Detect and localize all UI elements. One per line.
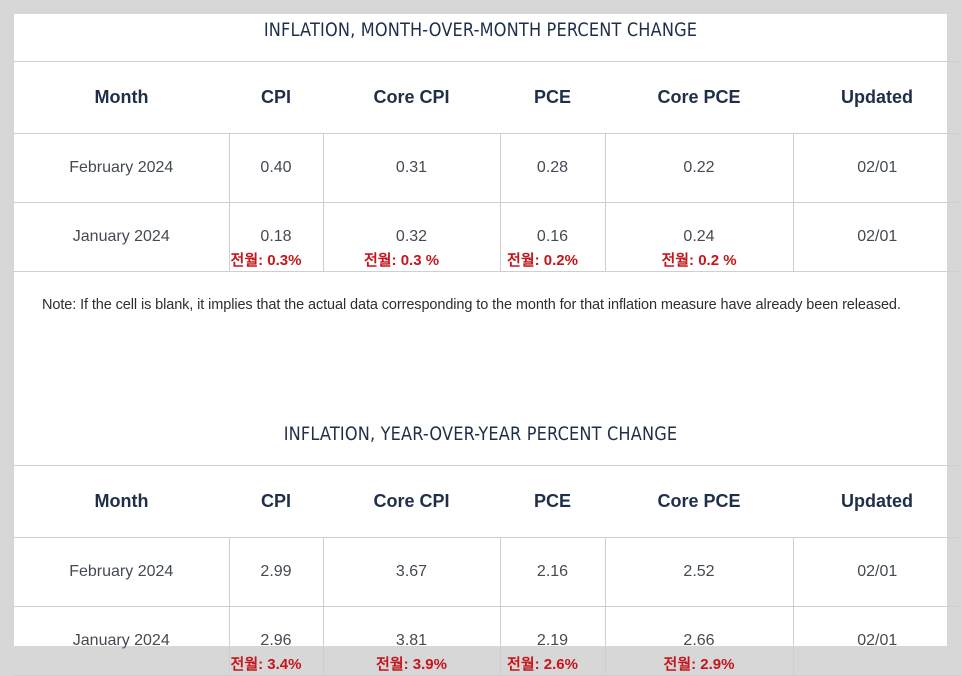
mom-table: Month CPI Core CPI PCE Core PCE Updated … [14,61,961,272]
pce-value: 0.16 [536,228,569,245]
col-header-core-pce: Core PCE [605,465,793,538]
col-header-core-cpi: Core CPI [323,465,500,538]
table-row: January 2024 2.96 전월: 3.4% 3.81 전월: 3.9%… [14,606,961,676]
prev-month-annotation: 전월: 2.6% [507,656,578,673]
core-pce-cell: 0.24 전월: 0.2 % [604,202,793,272]
prev-month-annotation: 전월: 0.3 % [363,252,440,269]
prev-month-annotation: 전월: 0.2 % [661,252,737,269]
month-cell: January 2024 [14,202,229,272]
mom-title: INFLATION, MONTH-OVER-MONTH PERCENT CHAN… [263,19,698,41]
col-header-month: Month [14,465,229,538]
pce-cell: 2.16 [499,537,605,607]
table-row: February 2024 2.99 3.67 2.16 2.52 02/01 [14,537,961,607]
prev-month-annotation: 전월: 3.4% [230,656,302,673]
prev-month-annotation: 전월: 2.9% [663,656,735,673]
updated-cell: 02/01 [792,133,961,203]
content-frame: INFLATION, MONTH-OVER-MONTH PERCENT CHAN… [14,14,961,676]
yoy-table: Month CPI Core CPI PCE Core PCE Updated … [14,465,961,676]
month-cell: February 2024 [14,133,229,203]
cpi-cell: 0.40 [228,133,323,203]
col-header-month: Month [14,61,229,134]
cpi-cell: 2.96 전월: 3.4% [228,606,323,676]
yoy-title: INFLATION, YEAR-OVER-YEAR PERCENT CHANGE [283,423,678,445]
prev-month-annotation: 전월: 0.3% [230,252,302,269]
updated-cell: 02/01 [792,606,961,676]
cpi-cell: 2.99 [228,537,323,607]
core-pce-cell: 0.22 [604,133,793,203]
col-header-core-cpi: Core CPI [323,61,500,134]
col-header-cpi: CPI [229,465,323,538]
col-header-updated: Updated [793,61,961,134]
col-header-updated: Updated [793,465,961,538]
pce-cell: 0.16 전월: 0.2% [499,202,605,272]
pce-cell: 2.19 전월: 2.6% [499,606,605,676]
cpi-value: 0.18 [260,228,292,245]
core-cpi-cell: 3.81 전월: 3.9% [322,606,500,676]
table-row: February 2024 0.40 0.31 0.28 0.22 02/01 [14,133,961,203]
table-row: January 2024 0.18 전월: 0.3% 0.32 전월: 0.3 … [14,202,961,272]
col-header-pce: PCE [500,61,605,134]
core-cpi-cell: 3.67 [322,537,500,607]
prev-month-annotation: 전월: 3.9% [376,656,447,673]
month-cell: February 2024 [14,537,229,607]
note-text: Note: If the cell is blank, it implies t… [42,297,901,313]
header-row: Month CPI Core CPI PCE Core PCE Updated [14,465,961,538]
core-cpi-value: 0.32 [395,228,428,245]
col-header-pce: PCE [500,465,605,538]
pce-value: 2.19 [536,632,569,649]
col-header-cpi: CPI [229,61,323,134]
prev-month-annotation: 전월: 0.2% [507,252,578,269]
month-cell: January 2024 [14,606,229,676]
pce-cell: 0.28 [499,133,605,203]
core-pce-cell: 2.66 전월: 2.9% [604,606,793,676]
cpi-cell: 0.18 전월: 0.3% [228,202,323,272]
updated-cell: 02/01 [792,537,961,607]
core-cpi-cell: 0.32 전월: 0.3 % [322,202,500,272]
updated-cell: 02/01 [792,202,961,272]
header-row: Month CPI Core CPI PCE Core PCE Updated [14,61,961,134]
cpi-value: 2.96 [260,632,292,649]
core-pce-value: 0.24 [683,228,715,245]
core-pce-value: 2.66 [683,632,715,649]
core-pce-cell: 2.52 [604,537,793,607]
core-cpi-cell: 0.31 [322,133,500,203]
core-cpi-value: 3.81 [395,632,428,649]
col-header-core-pce: Core PCE [605,61,793,134]
